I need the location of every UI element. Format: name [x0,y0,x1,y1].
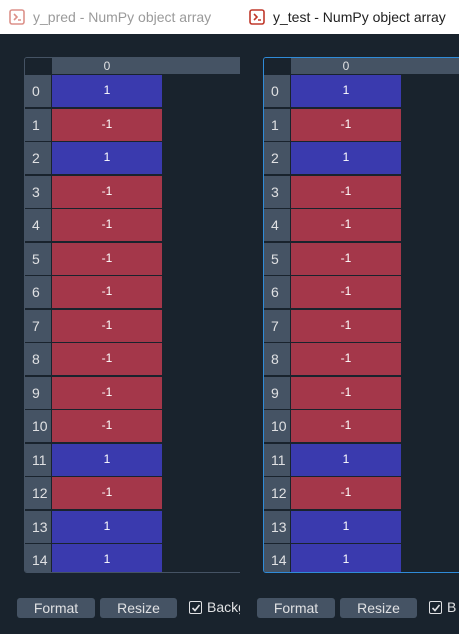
table-cell[interactable]: 1 [52,511,162,543]
window-title: y_test - NumPy object array [273,9,446,25]
row-header[interactable]: 14 [264,544,290,572]
y-pred-window: y_pred - NumPy object array 0 0 1 1 -1 2 1 3 -1… [0,0,240,634]
table-corner [25,58,51,74]
table-cell[interactable]: -1 [291,377,401,409]
table-cell[interactable]: -1 [291,410,401,442]
table-cell[interactable]: 1 [291,444,401,476]
table-corner [264,58,290,74]
row-header[interactable]: 12 [25,477,51,509]
column-header-label: 0 [342,59,350,73]
row-header[interactable]: 1 [25,109,51,141]
table-cell[interactable]: -1 [52,176,162,208]
table-cell[interactable]: -1 [52,310,162,342]
row-header[interactable]: 12 [264,477,290,509]
table-cell[interactable]: -1 [52,343,162,375]
row-header[interactable]: 5 [25,243,51,275]
row-header[interactable]: 1 [264,109,290,141]
row-header[interactable]: 10 [25,410,51,442]
array-table[interactable]: 0 0 1 1 -1 2 1 3 -1 4 -1 5 -1 6 -1 7 -1 8 -1 9 -1 10 -1 11 1 12-… [24,57,240,573]
format-button[interactable]: Format [17,598,95,618]
row-header[interactable]: 6 [25,276,51,308]
format-button[interactable]: Format [257,598,335,618]
row-header[interactable]: 2 [25,142,51,174]
table-cell[interactable]: 1 [52,75,162,107]
table-cell[interactable]: -1 [291,109,401,141]
row-header[interactable]: 0 [25,75,51,107]
row-header[interactable]: 9 [264,377,290,409]
row-header[interactable]: 6 [264,276,290,308]
window-title: y_pred - NumPy object array [33,9,212,25]
table-cell[interactable]: 1 [291,511,401,543]
array-table[interactable]: 0 0 1 1 -1 2 1 3 -1 4 -1 5 -1 6 -1 7 -1 8 -1 9 -1 10 -1 11 1 12-… [263,57,459,573]
background-checkbox-label: B [447,599,457,615]
row-header[interactable]: 8 [25,343,51,375]
column-header[interactable]: 0 [52,58,240,74]
table-cell[interactable]: 1 [291,544,401,572]
table-cell[interactable]: -1 [52,276,162,308]
table-cell[interactable]: -1 [291,209,401,241]
spyder-app-icon [249,9,265,25]
background-checkbox-label: Backg [207,599,240,615]
table-cell[interactable]: -1 [52,243,162,275]
table-cell[interactable]: -1 [52,209,162,241]
table-cell[interactable]: 1 [52,142,162,174]
checkmark-icon [191,604,201,612]
resize-button[interactable]: Resize [340,598,417,618]
table-cell[interactable]: -1 [52,109,162,141]
row-header[interactable]: 0 [264,75,290,107]
row-header[interactable]: 11 [264,444,290,476]
row-header[interactable]: 5 [264,243,290,275]
checkmark-icon [431,604,441,612]
row-header[interactable]: 3 [264,176,290,208]
row-header[interactable]: 13 [25,511,51,543]
background-checkbox[interactable] [429,601,442,614]
column-header[interactable]: 0 [291,58,459,74]
resize-button[interactable]: Resize [100,598,177,618]
table-cell[interactable]: 1 [52,444,162,476]
row-header[interactable]: 10 [264,410,290,442]
row-header[interactable]: 3 [25,176,51,208]
table-cell[interactable]: 1 [291,75,401,107]
table-cell[interactable]: -1 [291,343,401,375]
table-cell[interactable]: -1 [52,477,162,509]
y-test-window: y_test - NumPy object array 0 0 1 1 -1 2 1 3 -1… [240,0,459,634]
row-header[interactable]: 13 [264,511,290,543]
row-header[interactable]: 8 [264,343,290,375]
column-header-label: 0 [103,59,111,73]
table-cell[interactable]: -1 [291,276,401,308]
row-header[interactable]: 11 [25,444,51,476]
y-test-titlebar[interactable]: y_test - NumPy object array [240,0,459,34]
table-cell[interactable]: 1 [52,544,162,572]
background-checkbox[interactable] [189,601,202,614]
row-header[interactable]: 7 [264,310,290,342]
row-header[interactable]: 2 [264,142,290,174]
table-cell[interactable]: 1 [291,142,401,174]
row-header[interactable]: 9 [25,377,51,409]
table-cell[interactable]: -1 [291,310,401,342]
table-cell[interactable]: -1 [52,410,162,442]
row-header[interactable]: 4 [264,209,290,241]
table-cell[interactable]: -1 [291,243,401,275]
table-cell[interactable]: -1 [291,176,401,208]
row-header[interactable]: 4 [25,209,51,241]
table-cell[interactable]: -1 [52,377,162,409]
row-header[interactable]: 7 [25,310,51,342]
spyder-app-icon [9,9,25,25]
row-header[interactable]: 14 [25,544,51,572]
y-pred-titlebar[interactable]: y_pred - NumPy object array [0,0,240,34]
table-cell[interactable]: -1 [291,477,401,509]
